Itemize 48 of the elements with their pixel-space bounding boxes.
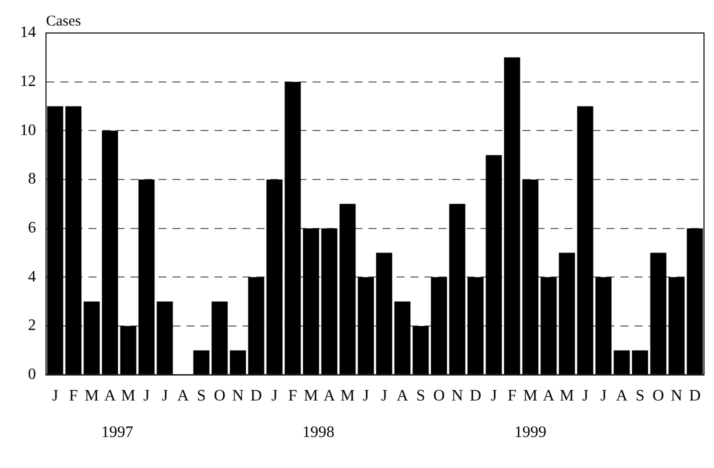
y-tick-label: 12 xyxy=(20,73,36,90)
x-tick-label: J xyxy=(362,388,369,405)
y-tick-label: 14 xyxy=(20,24,36,42)
text: 1998 xyxy=(302,424,334,442)
x-tick-label: J xyxy=(600,388,607,405)
x-tick-label: S xyxy=(416,388,426,405)
x-tick-label: A xyxy=(104,388,116,405)
x-tick-label: A xyxy=(616,388,628,405)
y-tick-label: 2 xyxy=(28,317,36,334)
y-axis-title: Cases xyxy=(46,13,82,30)
x-tick-label: M xyxy=(523,388,538,405)
x-tick-label: S xyxy=(636,388,644,405)
x-tick-label: J xyxy=(162,388,168,405)
x-tick-label: F xyxy=(288,388,298,405)
x-tick-label: N xyxy=(232,388,244,405)
x-tick-label: A xyxy=(324,388,336,405)
x-tick-label: D xyxy=(250,388,262,405)
x-tick-label: F xyxy=(508,388,517,405)
x-tick-label: O xyxy=(652,388,664,405)
x-tick-label: A xyxy=(177,388,190,405)
y-tick-label: 6 xyxy=(28,220,36,237)
x-tick-label: S xyxy=(196,388,206,405)
x-tick-label: J xyxy=(143,388,150,405)
x-tick-label: J xyxy=(52,388,58,405)
x-tick-label: N xyxy=(670,388,683,405)
y-tick-label: 8 xyxy=(28,170,36,188)
x-tick-label: O xyxy=(433,388,445,405)
x-tick-label: N xyxy=(451,388,464,405)
y-tick-label: 10 xyxy=(20,122,36,139)
x-tick-label: M xyxy=(121,388,136,405)
x-tick-label: J xyxy=(490,388,497,405)
x-tick-label: J xyxy=(582,388,588,405)
x-tick-label: O xyxy=(214,388,226,405)
x-tick-label: M xyxy=(340,388,355,405)
y-tick-label: 0 xyxy=(28,366,36,384)
x-tick-label: D xyxy=(470,388,482,405)
x-tick-label: J xyxy=(381,388,388,405)
x-tick-label: J xyxy=(271,388,278,405)
x-tick-label: A xyxy=(542,388,555,405)
x-tick-label: F xyxy=(68,388,78,405)
text: 1999 xyxy=(514,424,546,442)
x-tick-label: M xyxy=(84,388,99,405)
text: 1997 xyxy=(101,424,134,442)
x-tick-label: M xyxy=(304,388,318,405)
x-tick-label: D xyxy=(689,388,701,405)
x-tick-label: A xyxy=(396,388,409,405)
x-tick-label: M xyxy=(560,388,574,405)
y-tick-label: 4 xyxy=(28,268,36,286)
